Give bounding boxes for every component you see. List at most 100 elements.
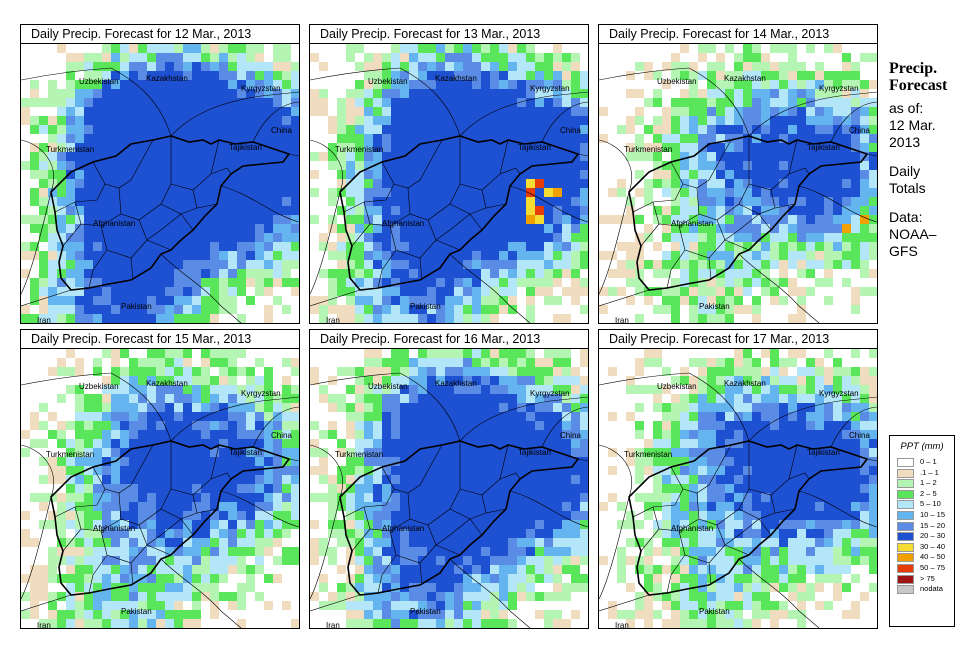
precip-cell [472,502,481,511]
precip-cell [165,619,174,628]
precip-cell [580,502,588,511]
precip-cell [526,287,535,296]
precip-cell [192,170,201,179]
precip-cell [129,448,138,457]
precip-cell [418,421,427,430]
precip-cell [391,601,400,610]
precip-cell [192,89,201,98]
precip-cell [355,457,364,466]
precip-cell [192,565,201,574]
precip-cell [734,80,743,89]
precip-cell [138,547,147,556]
precip-cell [165,278,174,287]
precip-cell [436,71,445,80]
precip-cell [689,260,698,269]
precip-cell [120,161,129,170]
precip-cell [382,296,391,305]
precip-cell [391,502,400,511]
precip-cell [346,116,355,125]
precip-cell [364,224,373,233]
precip-cell [282,215,291,224]
precip-cell [436,403,445,412]
precip-cell [608,466,617,475]
precip-cell [689,233,698,242]
country-label: Afghanistan [382,219,424,228]
precip-cell [653,448,662,457]
precip-cell [228,188,237,197]
precip-cell [806,358,815,367]
precip-cell [75,53,84,62]
precip-cell [237,466,246,475]
precip-cell [626,376,635,385]
precip-cell [255,251,264,260]
precip-cell [788,403,797,412]
precip-cell [788,538,797,547]
precip-cell [562,116,571,125]
precip-cell [716,511,725,520]
precip-cell [201,116,210,125]
precip-cell [544,538,553,547]
precip-cell [535,197,544,206]
precip-cell [734,583,743,592]
precip-cell [246,403,255,412]
precip-cell [490,260,499,269]
precip-cell [418,197,427,206]
precip-cell [228,233,237,242]
precip-cell [337,125,346,134]
precip-cell [716,592,725,601]
precip-cell [427,296,436,305]
precip-cell [165,484,174,493]
precip-cell [246,71,255,80]
precip-cell [860,170,869,179]
precip-cell [490,511,499,520]
precip-cell [580,574,588,583]
precip-cell [472,556,481,565]
precip-cell [111,574,120,583]
precip-cell [553,403,562,412]
precip-cell [445,358,454,367]
precip-cell [734,421,743,430]
precip-cell [517,439,526,448]
precip-cell [75,305,84,314]
precip-cell [364,349,373,358]
precip-cell [346,574,355,583]
precip-cell [689,215,698,224]
precip-cell [716,493,725,502]
precip-cell [571,484,580,493]
precip-cell [833,134,842,143]
precip-cell [409,376,418,385]
country-border [310,139,343,193]
precip-cell [526,260,535,269]
precip-cell [355,44,364,53]
precip-cell [138,592,147,601]
precip-cell [364,592,373,601]
afghanistan-border [50,135,291,291]
precip-cell [310,538,319,547]
precip-cell [517,349,526,358]
precip-cell [409,80,418,89]
precip-cell [427,53,436,62]
precip-cell [102,242,111,251]
precip-cell [806,556,815,565]
precip-cell [680,529,689,538]
precip-cell [355,610,364,619]
precip-cell [797,493,806,502]
precip-cell [436,367,445,376]
precip-cell [734,53,743,62]
precip-cell [282,448,291,457]
precip-cell [174,430,183,439]
precip-cell [355,547,364,556]
precip-cell [644,502,653,511]
precip-cell [806,403,815,412]
precip-cell [39,565,48,574]
precip-cell [499,197,508,206]
country-label: Iran [326,316,340,323]
precip-cell [743,152,752,161]
precip-cell [481,161,490,170]
precip-cell [860,242,869,251]
precip-cell [481,314,490,323]
precip-cell [93,547,102,556]
precip-cell [680,170,689,179]
province-boundary [758,207,776,215]
precip-cell [427,80,436,89]
